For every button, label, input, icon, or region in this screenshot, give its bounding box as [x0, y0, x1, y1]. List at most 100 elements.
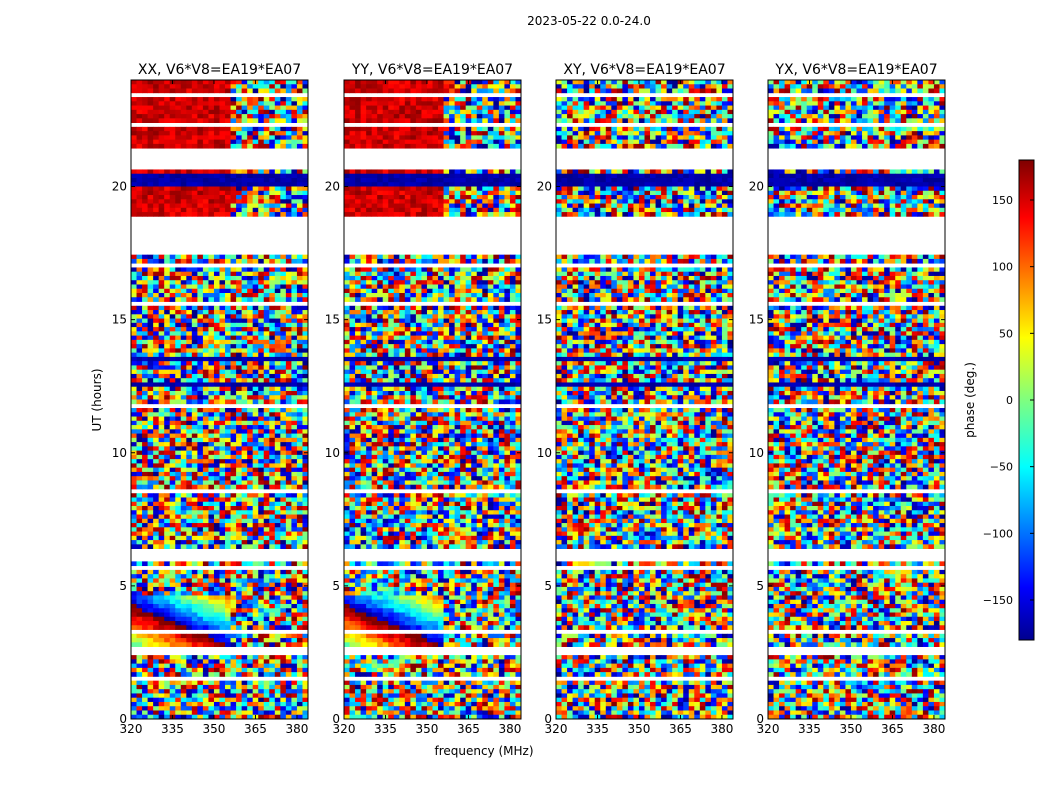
- phase-cell: [225, 84, 231, 89]
- phase-cell: [454, 267, 461, 273]
- phase-cell: [410, 195, 417, 200]
- phase-cell: [236, 352, 243, 358]
- phase-cell: [269, 603, 276, 609]
- phase-cell: [280, 84, 287, 89]
- phase-cell: [158, 356, 165, 362]
- phase-cell: [158, 297, 165, 302]
- phase-cell: [180, 463, 187, 469]
- phase-cell: [366, 177, 373, 183]
- phase-cell: [147, 616, 154, 622]
- phase-cell: [147, 706, 154, 711]
- phase-cell: [191, 693, 198, 699]
- phase-cell: [164, 689, 171, 694]
- phase-cell: [191, 655, 198, 660]
- phase-cell: [208, 114, 215, 119]
- phase-cell: [258, 199, 265, 204]
- phase-cell: [213, 271, 220, 277]
- phase-cell: [131, 531, 137, 537]
- phase-cell: [476, 84, 483, 89]
- phase-cell: [208, 80, 215, 85]
- phase-cell: [158, 275, 165, 281]
- phase-cell: [269, 714, 276, 720]
- phase-cell: [202, 361, 209, 366]
- phase-cell: [280, 267, 287, 273]
- phase-cell: [487, 143, 494, 149]
- phase-cell: [180, 114, 187, 119]
- phase-cell: [236, 97, 243, 102]
- phase-cell: [202, 454, 209, 460]
- phase-cell: [225, 97, 231, 102]
- phase-cell: [131, 395, 137, 400]
- phase-cell: [169, 382, 176, 388]
- phase-cell: [285, 267, 292, 273]
- phase-cell: [186, 416, 193, 422]
- phase-cell: [136, 510, 143, 515]
- phase-cell: [219, 463, 226, 469]
- phase-cell: [213, 574, 220, 579]
- phase-cell: [482, 177, 489, 183]
- phase-cell: [285, 352, 292, 358]
- phase-cell: [296, 476, 303, 481]
- phase-cell: [164, 139, 171, 145]
- phase-cell: [147, 514, 154, 520]
- phase-cell: [443, 254, 450, 260]
- phase-cell: [213, 280, 220, 285]
- phase-cell: [302, 114, 309, 119]
- phase-cell: [421, 173, 428, 179]
- phase-cell: [136, 633, 143, 639]
- phase-cell: [169, 591, 176, 596]
- phase-cell: [399, 284, 406, 290]
- phase-cell: [197, 680, 204, 686]
- phase-cell: [302, 497, 309, 503]
- phase-cell: [296, 369, 303, 375]
- phase-cell: [191, 310, 198, 315]
- phase-cell: [186, 284, 193, 290]
- phase-cell: [175, 131, 182, 136]
- phase-cell: [515, 109, 522, 115]
- phase-cell: [175, 612, 182, 618]
- phase-cell: [291, 540, 298, 545]
- phase-cell: [169, 616, 176, 622]
- phase-cell: [377, 135, 384, 141]
- phase-cell: [296, 126, 303, 132]
- phase-cell: [131, 420, 137, 426]
- phase-cell: [285, 318, 292, 324]
- phase-cell: [241, 591, 248, 596]
- phase-cell: [247, 518, 254, 524]
- phase-cell: [421, 177, 428, 183]
- phase-cell: [438, 118, 444, 123]
- phase-cell: [263, 684, 270, 690]
- phase-cell: [263, 540, 270, 545]
- phase-cell: [169, 446, 176, 452]
- phase-cell: [225, 531, 231, 537]
- phase-cell: [208, 352, 215, 358]
- phase-cell: [191, 327, 198, 332]
- phase-cell: [202, 135, 209, 141]
- phase-cell: [153, 633, 160, 639]
- phase-cell: [349, 97, 356, 102]
- phase-cell: [377, 258, 384, 264]
- phase-cell: [471, 109, 478, 115]
- phase-cell: [225, 318, 231, 324]
- phase-cell: [258, 680, 265, 686]
- phase-cell: [443, 190, 450, 196]
- phase-cell: [247, 514, 254, 520]
- phase-cell: [274, 310, 281, 315]
- phase-cell: [153, 433, 160, 439]
- phase-cell: [454, 114, 461, 119]
- phase-cell: [153, 480, 160, 486]
- phase-cell: [164, 574, 171, 579]
- phase-cell: [443, 118, 450, 123]
- phase-cell: [302, 293, 309, 298]
- phase-cell: [219, 186, 226, 192]
- phase-cell: [269, 574, 276, 579]
- phase-cell: [197, 80, 204, 85]
- phase-cell: [136, 373, 143, 379]
- phase-cell: [153, 693, 160, 699]
- phase-cell: [202, 335, 209, 341]
- phase-cell: [247, 97, 254, 102]
- phase-cell: [465, 114, 472, 119]
- phase-cell: [175, 663, 182, 669]
- phase-cell: [142, 437, 148, 443]
- phase-cell: [258, 642, 265, 647]
